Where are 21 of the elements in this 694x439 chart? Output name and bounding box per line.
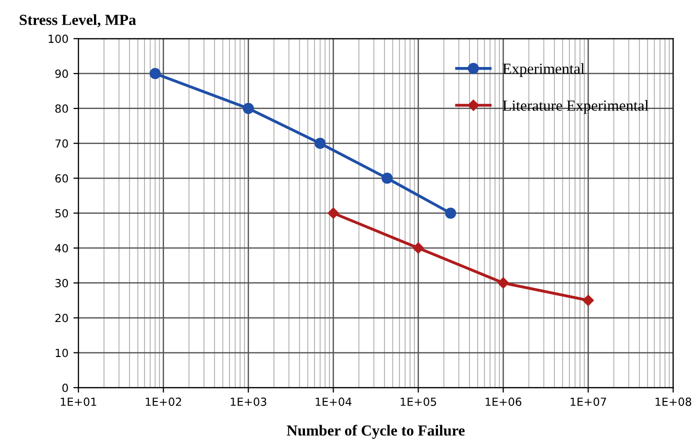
y-tick-label: 70	[55, 139, 68, 148]
y-tick-label: 50	[55, 209, 68, 218]
y-tick-label: 0	[62, 384, 68, 392]
x-tick-label: 1E+02	[146, 398, 182, 406]
x-tick-label: 1E+05	[400, 398, 436, 406]
y-tick-label: 30	[55, 278, 68, 288]
x-tick-label: 1E+04	[316, 398, 352, 406]
y-tick-label: 40	[55, 244, 68, 252]
y-tick-label: 80	[55, 104, 68, 113]
y-tick-label: 20	[55, 314, 68, 322]
y-tick-label: 90	[55, 70, 68, 78]
x-tick-label: 1E+03	[230, 398, 266, 406]
y-axis-title: Stress Level, MPa	[20, 14, 136, 28]
y-tick-label: 60	[55, 174, 68, 183]
x-tick-label: 1E+08	[656, 398, 692, 406]
x-tick-label: 1E+06	[486, 398, 522, 406]
x-tick-label: 1E+01	[60, 398, 96, 406]
x-tick-label: 1E+07	[570, 398, 606, 406]
y-tick-label: 100	[48, 34, 68, 44]
y-tick-label: 10	[56, 348, 68, 358]
x-axis-title: Number of Cycle to Failure	[286, 424, 465, 439]
